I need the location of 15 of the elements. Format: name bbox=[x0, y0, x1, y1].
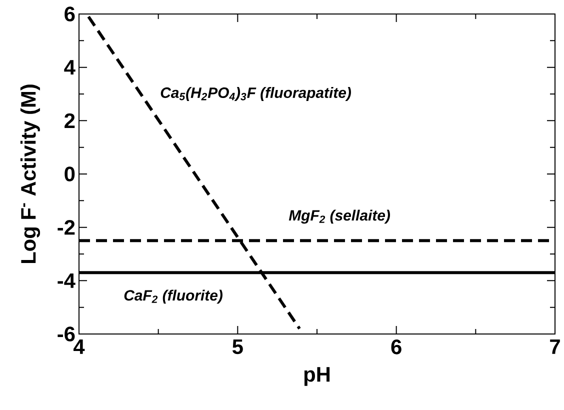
x-tick-label: 7 bbox=[550, 340, 560, 354]
x-axis-title: pH bbox=[304, 367, 330, 386]
x-tick-label: 6 bbox=[391, 340, 402, 354]
y-tick-label: 2 bbox=[64, 113, 75, 128]
y-tick-label: -6 bbox=[58, 326, 75, 342]
annotation: CaF$_{2}$ (fluorite) bbox=[124, 290, 222, 304]
y-axis-title: Log F$^{-}$ Activity (M) bbox=[20, 84, 40, 264]
x-tick-label: 5 bbox=[232, 340, 243, 354]
y-tick-label: -2 bbox=[58, 220, 75, 235]
text: Ca$_{5}$(H$_{2}$PO$_{4}$)$_{3}$F (fluorapatite) bbox=[160, 87, 351, 101]
y-tick-label: 4 bbox=[64, 60, 76, 75]
y-tick-label: 6 bbox=[64, 6, 75, 22]
y-tick-label: -4 bbox=[58, 273, 76, 288]
annotation: MgF$_{2}$ (sellaite) bbox=[288, 210, 390, 224]
y-tick-label: 0 bbox=[64, 166, 75, 182]
